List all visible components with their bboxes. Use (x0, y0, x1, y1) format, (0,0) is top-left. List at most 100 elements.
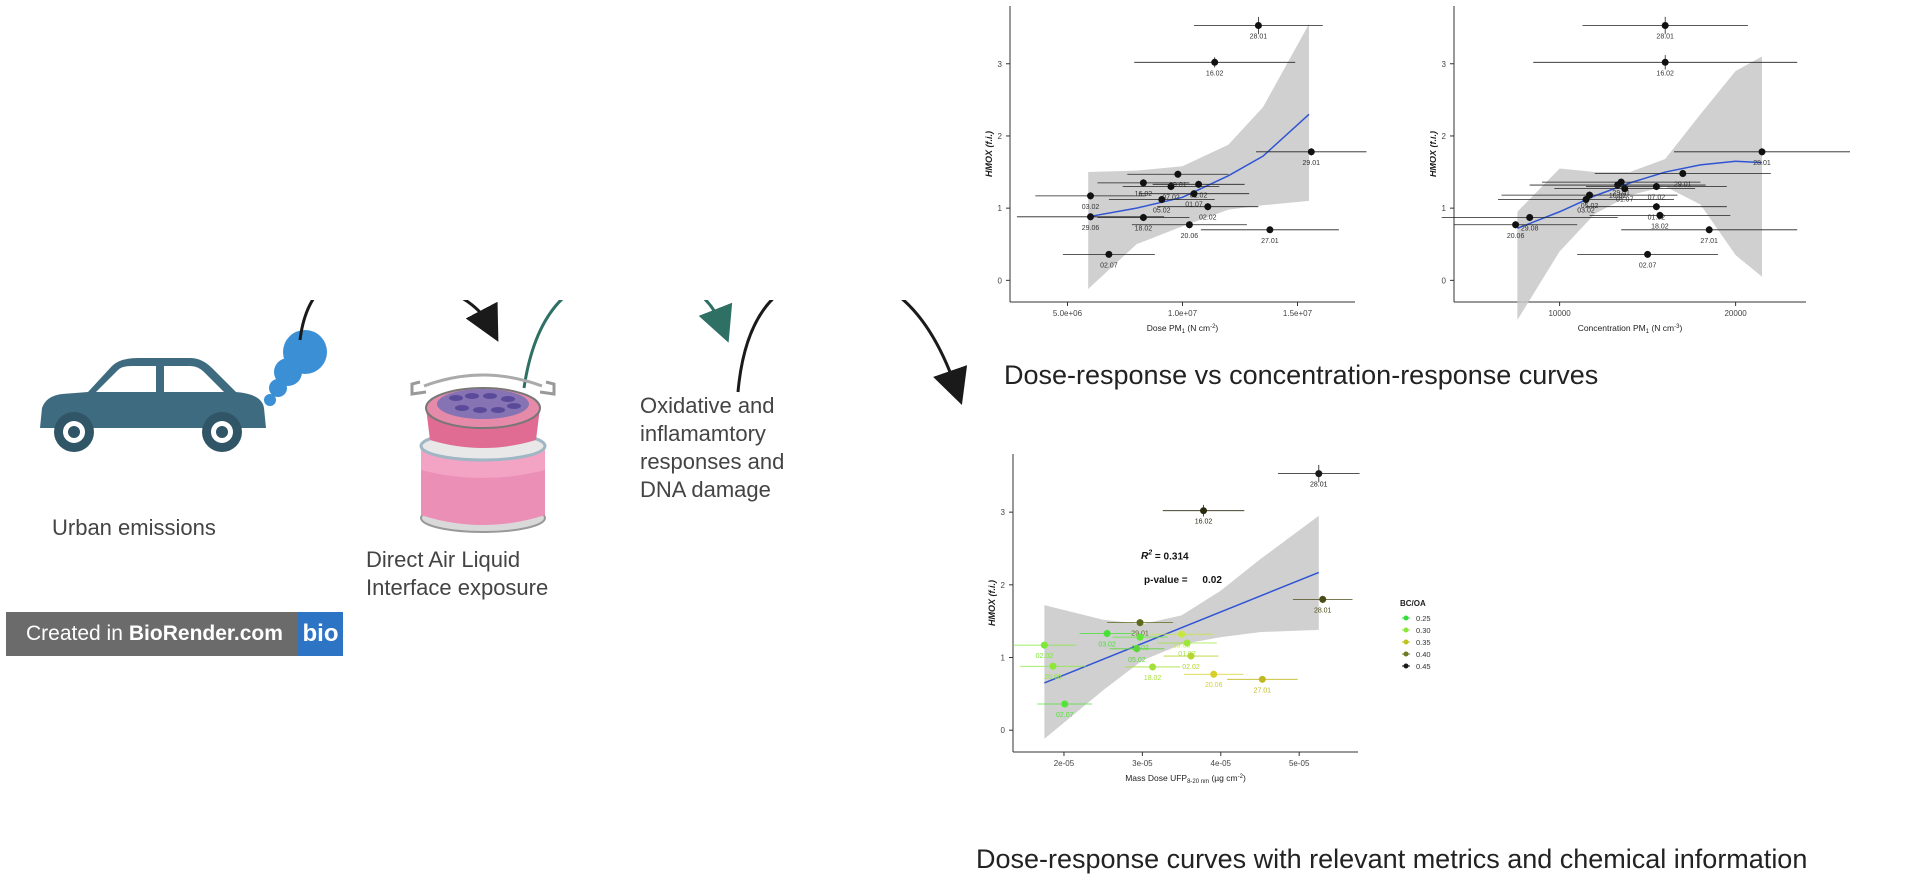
mass-dose-response-chart: 0 1 2 3 2e-05 3e-05 4e-05 5e-05 28.01 16.02 28.01 2… (987, 454, 1431, 785)
confidence-band (1088, 24, 1309, 290)
point-label: 28.01 (1310, 482, 1328, 489)
x-tick-label: 1.5e+07 (1283, 309, 1313, 318)
x-axis-label-sup: -3 (1674, 324, 1680, 330)
y-tick-label: 0 (1001, 726, 1006, 735)
caption-top: Dose-response vs concentration-response … (1004, 360, 1599, 390)
data-point (1656, 211, 1664, 219)
legend-label: 0.25 (1416, 614, 1431, 623)
data-point (1190, 190, 1198, 198)
x-tick-label: 5.0e+06 (1053, 309, 1083, 318)
y-tick-label: 2 (1442, 132, 1447, 141)
data-point (1061, 700, 1069, 708)
point-label: 20.06 (1507, 233, 1525, 240)
x-axis-label-main: Mass Dose UFP (1125, 773, 1187, 783)
y-axis-label: HMOX (f.i.) (985, 131, 994, 177)
point-label: 29.08 (1521, 226, 1539, 233)
data-point (1187, 652, 1195, 660)
x-tick-label: 20000 (1724, 309, 1747, 318)
data-point (1319, 595, 1327, 603)
biorender-prefix: Created in (26, 622, 123, 645)
point-label: 16.02 (1135, 191, 1153, 198)
point-label: 02.02 (1036, 653, 1054, 660)
response-line: responses and (640, 449, 785, 474)
y-axis-label: HMOX (f.i.) (987, 580, 997, 626)
p-value: 0.02 (1202, 575, 1222, 586)
point-label: 28.01 (1656, 33, 1674, 40)
point-label: 03.02 (1577, 207, 1595, 214)
x-axis-label-sub: 1 (1646, 329, 1650, 335)
point-label: 01.02 (1178, 651, 1196, 658)
data-point (1040, 641, 1048, 649)
data-point (1167, 182, 1175, 190)
point-label: 29.01 (1169, 182, 1187, 189)
x-axis-label-sub: 8-20 nm (1187, 779, 1209, 785)
point-label: 16.02 (1195, 519, 1213, 526)
fit-line (1044, 571, 1320, 684)
exposure-label-line2: Interface exposure (366, 575, 549, 600)
point-label: 01.02 (1190, 192, 1208, 199)
legend-swatch (1403, 651, 1409, 657)
point-label: 01.07 (1616, 197, 1634, 204)
data-point (1204, 203, 1212, 211)
data-point (1621, 185, 1629, 193)
y-tick-label: 1 (998, 204, 1003, 213)
point-label: 18.02 (1135, 226, 1153, 233)
x-axis-label: Mass Dose UFP8-20 nm (µg cm-2) (1125, 773, 1246, 785)
data-point (1183, 639, 1191, 647)
point-label: 27.01 (1261, 238, 1279, 245)
data-point (1049, 662, 1057, 670)
point-label: 03.02 (1098, 642, 1116, 649)
data-point (1652, 182, 1660, 190)
air-liquid-interface-dish-icon (410, 373, 556, 533)
biorender-badge[interactable]: Created in BioRender.com bio (6, 612, 343, 656)
point-label: 18.02 (1144, 675, 1162, 682)
y-tick-label: 3 (1001, 508, 1006, 517)
process-diagram (40, 300, 968, 533)
point-label: 20.06 (1044, 674, 1062, 681)
r2-stat: R2 = 0.314 (1141, 550, 1189, 562)
p-value-stat: p-value = 0.02 (1144, 575, 1222, 586)
point-label: 16.02 (1206, 70, 1224, 77)
data-point (1103, 630, 1111, 638)
data-point (1266, 226, 1274, 234)
data-point (1178, 630, 1186, 638)
x-tick-label: 3e-05 (1132, 759, 1153, 768)
data-point (1661, 58, 1669, 66)
data-point (1158, 195, 1166, 203)
fit-line (1517, 160, 1763, 230)
y-tick-label: 3 (1442, 60, 1447, 69)
point-label: 02.07 (1100, 262, 1118, 269)
legend-swatch (1403, 627, 1409, 633)
response-label: Oxidative and inflamamtory responses and… (640, 392, 784, 504)
y-tick-label: 3 (998, 60, 1003, 69)
point-label: 29.06 (1082, 225, 1100, 232)
point-label: 28.01 (1753, 160, 1771, 167)
data-point (1133, 645, 1141, 653)
y-tick-label: 0 (998, 276, 1003, 285)
data-point (1705, 226, 1713, 234)
point-label: 29.01 (1612, 190, 1630, 197)
biorender-text: Created in BioRender.com (6, 612, 298, 656)
legend-label: 0.45 (1416, 662, 1431, 671)
point-label: 02.07 (1056, 712, 1074, 719)
x-axis-label-main: Concentration PM (1578, 323, 1646, 333)
data-point (1195, 180, 1203, 188)
data-point (1307, 148, 1315, 156)
x-tick-label: 5e-05 (1289, 759, 1310, 768)
dose-response-chart: 0 1 2 3 5.0e+06 1.0e+07 1.5e+07 28.01 16.02 29.01… (985, 6, 1367, 335)
legend-label: 0.30 (1416, 626, 1431, 635)
data-point (1644, 250, 1652, 258)
data-point (1512, 221, 1520, 229)
urban-emissions-label: Urban emissions (52, 515, 216, 540)
x-axis-label-sup: -2 (1238, 774, 1244, 780)
legend-label: 0.40 (1416, 650, 1431, 659)
data-point (1211, 58, 1219, 66)
point-label: 16.02 (1609, 193, 1627, 200)
data-point (1136, 619, 1144, 627)
car-icon (40, 358, 266, 452)
x-axis-label-unit: (µg cm (1209, 773, 1238, 783)
data-point (1139, 214, 1147, 222)
data-point (1185, 221, 1193, 229)
biorender-logo: bio (298, 612, 343, 656)
p-label: p-value = (1144, 575, 1188, 586)
